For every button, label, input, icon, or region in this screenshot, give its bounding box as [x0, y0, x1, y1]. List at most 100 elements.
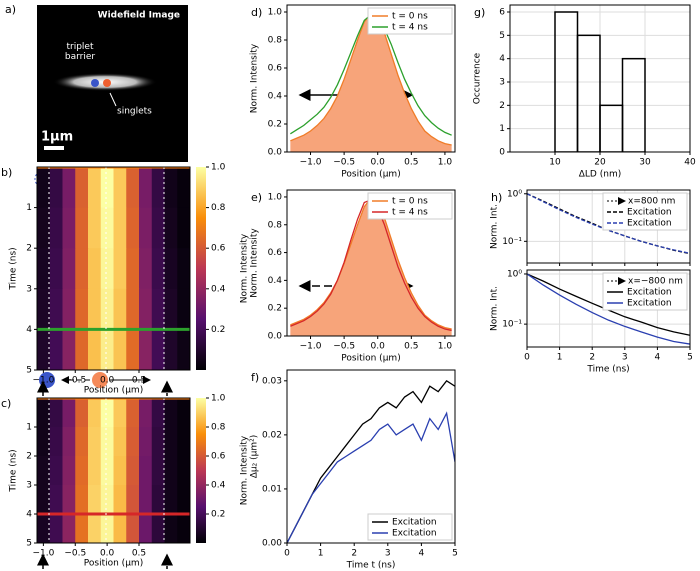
- heat-cell: [88, 207, 102, 249]
- axes-frame: [286, 189, 456, 337]
- area: [290, 13, 452, 152]
- x-tick-label: 0.5: [132, 376, 146, 386]
- triplet-dot: [91, 79, 99, 87]
- heat-cell: [37, 288, 51, 330]
- colorbar-tick-label: 0.6: [211, 244, 226, 254]
- panel-label: h): [491, 191, 502, 204]
- heat-cell: [113, 288, 127, 330]
- heat-cell: [164, 514, 178, 543]
- y-tick-label: 0.00: [262, 539, 282, 549]
- x-axis-label: Position (µm): [341, 170, 400, 180]
- heat-cell: [62, 248, 76, 290]
- heat-cell: [126, 248, 140, 290]
- heat-cell: [62, 485, 76, 515]
- heat-cell: [113, 427, 127, 457]
- panel-label: d): [251, 6, 262, 19]
- heat-cell: [164, 167, 178, 209]
- singlet-label: singlets: [117, 107, 152, 117]
- heat-cell: [62, 514, 76, 543]
- heat-cell: [126, 288, 140, 330]
- y-tick-label: 0.4: [268, 92, 283, 102]
- legend-title: x=−800 nm: [628, 277, 683, 287]
- heat-cell: [75, 207, 89, 249]
- heat-cell: [113, 207, 127, 249]
- heat-cell: [126, 427, 140, 457]
- x-tick-label: 4: [655, 353, 661, 363]
- heat-cell: [151, 485, 165, 515]
- heat-cell: [49, 456, 63, 486]
- y-tick-label: 0.8: [268, 220, 283, 230]
- heat-cell: [177, 456, 190, 486]
- heat-cell: [164, 456, 178, 486]
- y-tick-label: 3: [26, 481, 32, 491]
- heat-cell: [62, 456, 76, 486]
- heat-cell: [49, 288, 63, 330]
- y-tick-label: 1: [26, 203, 32, 213]
- heat-cell: [126, 329, 140, 370]
- y-tick-label: 5: [26, 539, 32, 549]
- heat-cell: [37, 485, 51, 515]
- y-tick-label: 0.4: [268, 276, 283, 286]
- x-axis-label: Time (ns): [586, 365, 629, 375]
- heat-cell: [151, 207, 165, 249]
- legend-label: t = 4 ns: [392, 208, 428, 218]
- colorbar-label: Norm. Intensity: [240, 435, 250, 505]
- colorbar: [196, 167, 206, 370]
- y-tick-label: 1.0: [268, 192, 283, 202]
- heat-cell: [113, 485, 127, 515]
- heat-cell: [177, 398, 190, 428]
- y-tick-label: 1: [26, 423, 32, 433]
- x-tick-label: −1.0: [300, 342, 322, 352]
- heat-cell: [164, 485, 178, 515]
- heat-cell: [75, 398, 89, 428]
- heat-cell: [113, 514, 127, 543]
- y-axis-label: Time (ns): [9, 449, 19, 492]
- x-tick-label: 0.5: [404, 342, 418, 352]
- heat-cell: [88, 485, 102, 515]
- y-tick-label: 0.2: [268, 304, 282, 314]
- heat-cell: [164, 288, 178, 330]
- plot-area: [37, 398, 190, 543]
- heat-cell: [100, 288, 114, 330]
- heat-cell: [139, 167, 153, 209]
- x-tick-label: 1: [318, 549, 324, 559]
- legend-label: Excitation: [627, 219, 672, 229]
- y-tick-label: 6: [499, 8, 505, 18]
- heat-cell: [126, 167, 140, 209]
- plot-area: [37, 167, 190, 370]
- panel-label: b): [1, 166, 12, 179]
- x-tick-label: 10: [549, 158, 561, 168]
- y-axis-label: Occurrence: [473, 52, 483, 104]
- y-tick-label: 0: [499, 148, 505, 158]
- heat-cell: [62, 427, 76, 457]
- x-axis-label: ΔLD (nm): [579, 170, 621, 180]
- y-axis-label: Norm. Intensity: [250, 228, 260, 298]
- y-tick-label: 2: [499, 101, 505, 111]
- area: [290, 198, 452, 336]
- heat-cell: [113, 398, 127, 428]
- heat-cell: [100, 427, 114, 457]
- heat-cell: [164, 427, 178, 457]
- heat-cell: [62, 398, 76, 428]
- heat-cell: [37, 329, 51, 370]
- heat-cell: [126, 207, 140, 249]
- y-tick-label: 0.02: [262, 430, 282, 440]
- heat-cell: [88, 456, 102, 486]
- panel-label: g): [474, 6, 485, 19]
- x-tick-label: 1.0: [438, 158, 453, 168]
- heat-cell: [139, 485, 153, 515]
- y-tick-label: 10⁻¹: [502, 320, 522, 330]
- heat-cell: [164, 329, 178, 370]
- heat-cell: [49, 167, 63, 209]
- legend: [367, 7, 453, 35]
- colorbar: [196, 398, 206, 543]
- scale-bar: [44, 146, 64, 150]
- heat-cell: [75, 288, 89, 330]
- heat-cell: [151, 456, 165, 486]
- heat-cell: [88, 329, 102, 370]
- x-tick-label: 0.0: [371, 342, 386, 352]
- x-tick-label: 5: [452, 549, 458, 559]
- heat-cell: [88, 427, 102, 457]
- line: [527, 273, 690, 345]
